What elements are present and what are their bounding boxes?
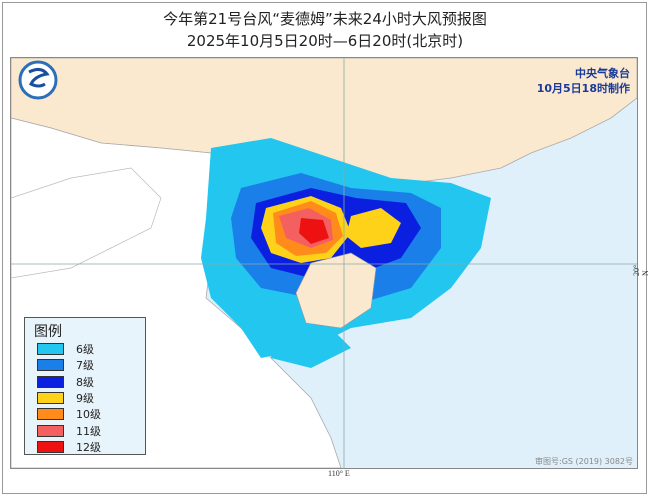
legend-label: 12级 bbox=[76, 440, 101, 454]
legend-label: 11级 bbox=[76, 424, 101, 438]
approval-number: 审图号:GS (2019) 3082号 bbox=[535, 457, 634, 466]
legend-item-12: 12级 bbox=[37, 439, 145, 455]
wind-zone-12 bbox=[299, 218, 329, 244]
agency-name: 中央气象台 bbox=[575, 67, 630, 80]
legend-item-6: 6级 bbox=[37, 341, 145, 357]
wind-zone-6-south bbox=[271, 318, 351, 368]
legend-label: 8级 bbox=[76, 375, 94, 389]
map-canvas bbox=[11, 58, 637, 468]
legend-label: 7级 bbox=[76, 359, 94, 373]
cma-logo bbox=[18, 60, 58, 100]
legend-label: 6级 bbox=[76, 343, 94, 357]
legend-item-7: 7级 bbox=[37, 357, 145, 373]
issue-time: 10月5日18时制作 bbox=[536, 82, 630, 95]
legend-swatch bbox=[37, 440, 64, 453]
legend-swatch bbox=[37, 424, 64, 437]
legend-item-8: 8级 bbox=[37, 374, 145, 390]
legend-swatch bbox=[37, 343, 64, 356]
wind-zone-9-east bbox=[346, 208, 401, 248]
legend-swatch bbox=[37, 375, 64, 388]
map-title: 今年第21号台风“麦德姆”未来24小时大风预报图 bbox=[163, 10, 487, 28]
legend-swatch bbox=[37, 408, 64, 421]
legend-label: 9级 bbox=[76, 392, 94, 406]
legend-item-10: 10级 bbox=[37, 406, 145, 422]
wind-forecast-map bbox=[10, 57, 638, 469]
legend: 图例 6级 7级 8级 9级 10级 11级 12级 bbox=[24, 317, 146, 455]
longitude-label: 110° E bbox=[328, 469, 350, 478]
map-subtitle: 2025年10月5日20时—6日20时(北京时) bbox=[186, 32, 464, 50]
border-line bbox=[11, 167, 162, 279]
issuing-agency: 中央气象台 10月5日18时制作 bbox=[537, 66, 630, 96]
legend-swatch bbox=[37, 392, 64, 405]
legend-item-11: 11级 bbox=[37, 422, 145, 438]
legend-title: 图例 bbox=[34, 324, 62, 340]
hainan-island bbox=[295, 252, 377, 329]
legend-item-9: 9级 bbox=[37, 390, 145, 406]
legend-swatch bbox=[37, 359, 64, 372]
legend-label: 10级 bbox=[76, 408, 101, 422]
latitude-label: 20° N bbox=[632, 264, 650, 276]
